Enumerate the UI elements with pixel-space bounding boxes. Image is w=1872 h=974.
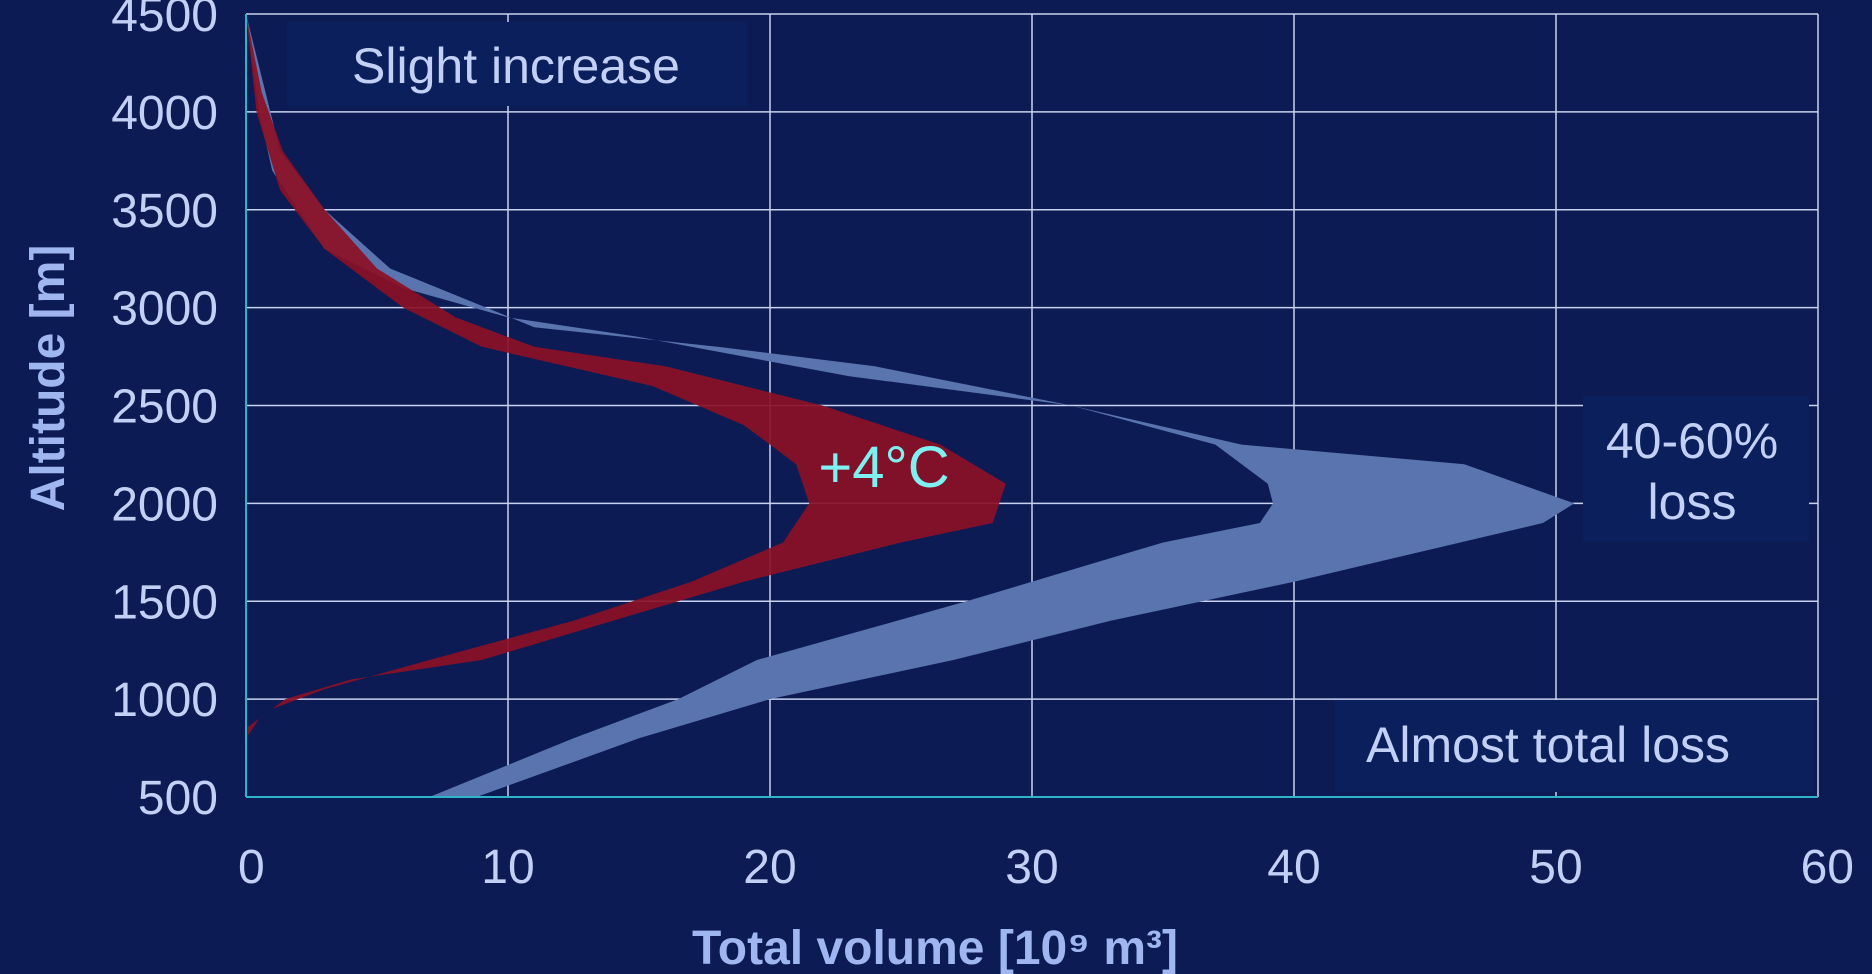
volume-bands <box>246 14 1575 797</box>
almost-total-panel <box>1335 700 1813 792</box>
slight-increase-label: Slight increase <box>352 38 680 94</box>
x-tick-label: 40 <box>1267 841 1320 894</box>
loss-label-line2: loss <box>1648 474 1737 530</box>
axes <box>245 14 1818 798</box>
plus4-label: +4°C <box>818 435 949 500</box>
x-tick-labels: 0 10 20 30 40 50 60 <box>238 841 1854 894</box>
y-tick-label: 3000 <box>111 283 218 336</box>
x-tick-label: 60 <box>1801 841 1854 894</box>
y-tick-label: 4500 <box>111 0 218 42</box>
x-tick-label: 30 <box>1005 841 1058 894</box>
y-tick-label: 2000 <box>111 478 218 531</box>
x-tick-label: 10 <box>481 841 534 894</box>
x-axis-title: Total volume [10⁹ m³] <box>692 922 1178 974</box>
almost-total-label: Almost total loss <box>1366 717 1730 773</box>
annotation-panels <box>287 22 1813 792</box>
y-tick-label: 1000 <box>111 674 218 727</box>
y-tick-label: 2500 <box>111 381 218 434</box>
loss-label-line1: 40-60% <box>1606 413 1778 469</box>
y-axis-title: Altitude [m] <box>22 245 75 512</box>
x-tick-label: 0 <box>238 841 265 894</box>
y-tick-label: 3500 <box>111 185 218 238</box>
loss-panel <box>1583 396 1809 542</box>
y-tick-labels: 500 1000 1500 2000 2500 3000 3500 4000 4500 <box>111 0 218 825</box>
y-tick-label: 500 <box>138 772 218 825</box>
y-tick-label: 4000 <box>111 87 218 140</box>
slight-increase-panel <box>287 22 747 106</box>
baseline-volume-band <box>246 14 1575 797</box>
y-tick-label: 1500 <box>111 576 218 629</box>
x-tick-label: 20 <box>743 841 796 894</box>
warming-volume-band <box>246 14 1006 739</box>
x-tick-label: 50 <box>1529 841 1582 894</box>
